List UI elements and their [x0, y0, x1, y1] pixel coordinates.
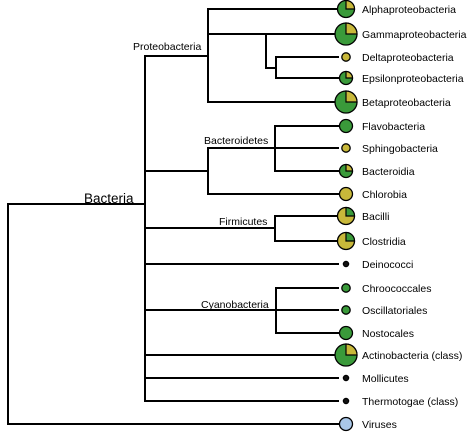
leaf-label-nostocales: Nostocales	[362, 328, 414, 340]
leaf-label-deltaproteobacteria: Deltaproteobacteria	[362, 52, 454, 64]
leaf-circle-nostocales	[338, 325, 354, 341]
tree-branches	[7, 8, 339, 425]
leaf-label-viruses: Viruses	[362, 419, 397, 431]
leaf-circle-mollicutes	[342, 374, 350, 382]
leaf-circle-thermotogae-class	[342, 397, 350, 405]
leaf-wedge-gammaproteobacteria	[345, 22, 358, 35]
leaf-label-oscillatoriales: Oscillatoriales	[362, 305, 427, 317]
leaf-circle-oscillatoriales	[341, 305, 351, 315]
leaf-label-alphaproteobacteria: Alphaproteobacteria	[362, 4, 456, 16]
clade-label-firmicutes: Firmicutes	[219, 216, 267, 228]
leaf-label-thermotogae-class: Thermotogae (class)	[362, 396, 458, 408]
leaf-label-bacteroidia: Bacteroidia	[362, 166, 415, 178]
leaf-label-deinococci: Deinococci	[362, 259, 413, 271]
tree-labels: Bacteria Proteobacteria Bacteroidetes Fi…	[84, 4, 467, 431]
leaf-wedge-epsilonproteobacteria	[345, 70, 354, 79]
leaf-label-flavobacteria: Flavobacteria	[362, 121, 425, 133]
leaf-label-gammaproteobacteria: Gammaproteobacteria	[362, 29, 467, 41]
leaf-label-epsilonproteobacteria: Epsilonproteobacteria	[362, 73, 464, 85]
clade-label-proteobacteria: Proteobacteria	[133, 41, 201, 53]
leaf-circle-viruses	[338, 416, 354, 432]
leaf-circle-chlorobia	[338, 186, 354, 202]
root-label-bacteria: Bacteria	[84, 191, 134, 206]
leaf-label-chlorobia: Chlorobia	[362, 189, 407, 201]
leaf-circle-deltaproteobacteria	[341, 52, 351, 62]
leaf-circle-flavobacteria	[338, 118, 354, 134]
leaf-wedge-bacilli	[345, 206, 356, 217]
clade-label-cyanobacteria: Cyanobacteria	[201, 299, 269, 311]
leaf-wedge-actinobacteria-class	[345, 343, 358, 356]
leaf-label-bacilli: Bacilli	[362, 211, 389, 223]
leaf-label-actinobacteria-class: Actinobacteria (class)	[362, 350, 462, 362]
leaf-label-betaproteobacteria: Betaproteobacteria	[362, 97, 451, 109]
leaf-circle-sphingobacteria	[341, 143, 351, 153]
leaf-wedge-clostridia	[345, 231, 356, 242]
leaf-label-mollicutes: Mollicutes	[362, 373, 409, 385]
leaf-circle-chroococcales	[341, 283, 351, 293]
clade-label-bacteroidetes: Bacteroidetes	[204, 135, 268, 147]
leaf-circles	[334, 0, 358, 432]
leaf-wedge-alphaproteobacteria	[345, 0, 356, 10]
leaf-label-clostridia: Clostridia	[362, 236, 406, 248]
leaf-circle-deinococci	[342, 260, 350, 268]
leaf-wedge-bacteroidia	[345, 163, 354, 172]
leaf-wedge-betaproteobacteria	[345, 90, 358, 103]
leaf-label-chroococcales: Chroococcales	[362, 283, 431, 295]
leaf-label-sphingobacteria: Sphingobacteria	[362, 143, 438, 155]
